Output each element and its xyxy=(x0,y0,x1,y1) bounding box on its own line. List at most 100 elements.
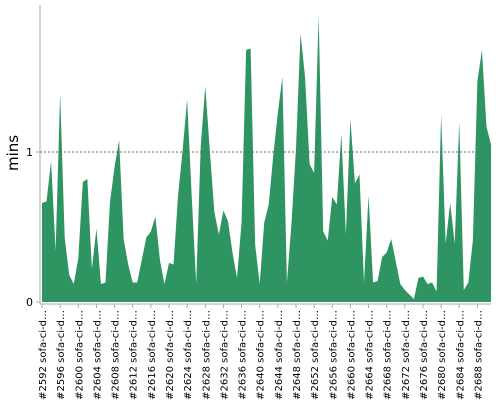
data-point xyxy=(268,204,269,205)
data-point xyxy=(364,282,365,283)
data-point xyxy=(341,134,342,135)
data-point xyxy=(481,50,482,51)
data-point xyxy=(450,203,451,204)
data-point xyxy=(241,222,242,223)
x-tick-label: #2684 sofa-ci-d… xyxy=(455,310,466,400)
data-point xyxy=(468,282,469,283)
data-point xyxy=(91,269,92,270)
data-point xyxy=(309,164,310,165)
data-point xyxy=(237,278,238,279)
data-point xyxy=(305,77,306,78)
data-point xyxy=(291,224,292,225)
data-point xyxy=(409,294,410,295)
data-point xyxy=(60,93,61,94)
data-point xyxy=(128,264,129,265)
x-tick-label: #2640 sofa-ci-d… xyxy=(256,310,267,400)
x-tick-label: #2688 sofa-ci-d… xyxy=(473,310,484,400)
data-point xyxy=(105,282,106,283)
data-point xyxy=(486,126,487,127)
data-point xyxy=(282,77,283,78)
x-tick-label: #2660 sofa-ci-d… xyxy=(346,310,357,400)
data-point xyxy=(259,284,260,285)
data-point xyxy=(318,15,319,16)
data-point xyxy=(441,114,442,115)
x-tick-label: #2672 sofa-ci-d… xyxy=(401,310,412,400)
x-tick-label: #2680 sofa-ci-d… xyxy=(437,310,448,400)
axes xyxy=(36,5,491,308)
data-point xyxy=(205,86,206,87)
data-point xyxy=(273,155,274,156)
data-point xyxy=(132,282,133,283)
data-point xyxy=(491,144,492,145)
data-point xyxy=(200,146,201,147)
data-point xyxy=(472,240,473,241)
x-tick-label: #2604 sofa-ci-d… xyxy=(92,310,103,400)
data-point xyxy=(391,239,392,240)
data-point xyxy=(232,252,233,253)
data-point xyxy=(51,161,52,162)
data-point xyxy=(218,234,219,235)
data-point xyxy=(64,237,65,238)
data-point xyxy=(404,290,405,291)
x-tick-label: #2632 sofa-ci-d… xyxy=(219,310,230,400)
data-point xyxy=(187,99,188,100)
data-point xyxy=(432,282,433,283)
data-point xyxy=(382,257,383,258)
y-tick-label: 0 xyxy=(26,296,33,309)
data-point xyxy=(78,258,79,259)
data-point xyxy=(155,216,156,217)
data-point xyxy=(286,282,287,283)
data-point xyxy=(123,239,124,240)
x-tick-label: #2596 sofa-ci-d… xyxy=(56,310,67,400)
data-point xyxy=(445,243,446,244)
plot-area xyxy=(42,15,492,302)
data-point xyxy=(73,284,74,285)
data-point xyxy=(454,243,455,244)
data-point xyxy=(377,281,378,282)
x-tick-label: #2644 sofa-ci-d… xyxy=(274,310,285,400)
data-point xyxy=(42,203,43,204)
data-point xyxy=(386,252,387,253)
data-point xyxy=(345,234,346,235)
x-tick-label: #2608 sofa-ci-d… xyxy=(111,310,122,400)
data-point xyxy=(350,119,351,120)
x-tick-label: #2664 sofa-ci-d… xyxy=(365,310,376,400)
data-point xyxy=(395,261,396,262)
data-point xyxy=(196,284,197,285)
data-point xyxy=(137,282,138,283)
data-point xyxy=(264,222,265,223)
x-tick-label: #2656 sofa-ci-d… xyxy=(328,310,339,400)
x-tick-label: #2652 sofa-ci-d… xyxy=(310,310,321,400)
data-point xyxy=(368,195,369,196)
x-tick-label: #2600 sofa-ci-d… xyxy=(74,310,85,400)
x-tick-label: #2624 sofa-ci-d… xyxy=(183,310,194,400)
data-point xyxy=(164,284,165,285)
data-point xyxy=(227,221,228,222)
data-point xyxy=(191,195,192,196)
data-point xyxy=(250,48,251,49)
data-point xyxy=(323,231,324,232)
data-point xyxy=(178,195,179,196)
data-point xyxy=(96,228,97,229)
data-point xyxy=(477,81,478,82)
y-axis-title: mins xyxy=(4,135,22,171)
data-point xyxy=(69,275,70,276)
data-point xyxy=(87,179,88,180)
data-point xyxy=(359,174,360,175)
data-point xyxy=(173,264,174,265)
data-point xyxy=(422,276,423,277)
data-point xyxy=(327,240,328,241)
data-point xyxy=(459,122,460,123)
data-point xyxy=(168,263,169,264)
data-point xyxy=(336,204,337,205)
data-point xyxy=(436,291,437,292)
data-point xyxy=(182,150,183,151)
data-point xyxy=(209,150,210,151)
y-tick-label: 1 xyxy=(26,146,33,159)
tick-labels: 0 1 #2592 sofa-ci-d… #2596 sofa-ci-d… #2600 … xyxy=(26,146,484,400)
data-point xyxy=(246,50,247,51)
data-point xyxy=(255,245,256,246)
data-point xyxy=(214,212,215,213)
data-point xyxy=(223,210,224,211)
data-point xyxy=(100,284,101,285)
